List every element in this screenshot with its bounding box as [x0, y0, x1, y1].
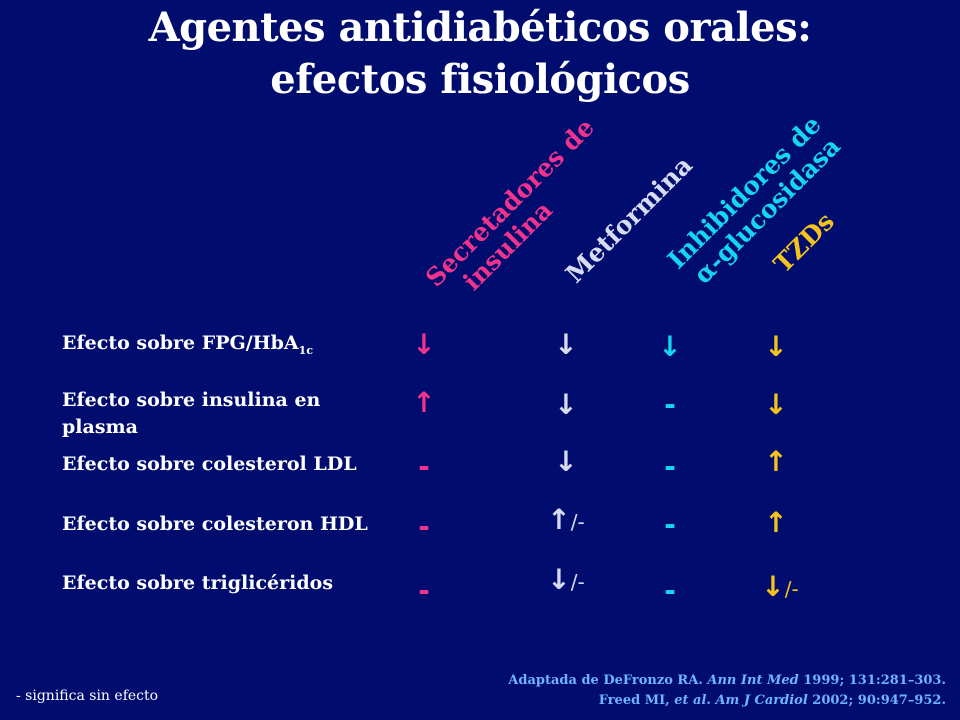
effect-symbol: -: [418, 574, 430, 607]
effect-symbol: ↓: [547, 563, 571, 596]
cell-ldl-inhibidores: -: [630, 452, 710, 482]
effect-symbol: ↓: [554, 445, 578, 478]
effect-symbol: -: [418, 450, 430, 483]
cell-trig-tzds: ↓/-: [740, 572, 820, 604]
effect-symbol: -: [418, 510, 430, 543]
effect-suffix: /-: [570, 510, 585, 534]
effect-symbol: ↓: [658, 330, 682, 363]
effect-symbol: ↑: [764, 445, 788, 478]
row-label-ldl: Efecto sobre colesterol LDL: [62, 453, 357, 475]
cell-trig-secretadores: -: [384, 576, 464, 606]
slide-title-line-2: efectos fisiológicos: [270, 56, 690, 103]
effect-symbol: ↑: [764, 506, 788, 539]
cell-trig-inhibidores: -: [630, 576, 710, 606]
cell-insulina-inhibidores: -: [630, 390, 710, 420]
cell-ldl-tzds: ↑: [736, 447, 816, 477]
effect-symbol: -: [664, 450, 676, 483]
effect-symbol: ↓: [554, 328, 578, 361]
row-label-hdl: Efecto sobre colesteron HDL: [62, 513, 368, 535]
cell-hdl-secretadores: -: [384, 512, 464, 542]
effect-symbol: ↓: [764, 330, 788, 363]
cell-insulina-metformina: ↓: [526, 390, 606, 420]
cell-fpg-metformina: ↓: [526, 330, 606, 360]
cell-insulina-tzds: ↓: [736, 390, 816, 420]
reference: Adaptada de DeFronzo RA. Ann Int Med 199…: [508, 671, 946, 711]
row-label-insulina: Efecto sobre insulina en plasma: [62, 389, 321, 438]
effect-symbol: -: [664, 574, 676, 607]
reference-line-2-c: 2002; 90:947–952.: [807, 693, 946, 708]
row-label-trigliceridos: Efecto sobre triglicéridos: [62, 572, 334, 594]
column-header-secretadores: Secretadores de insulina: [420, 113, 620, 313]
reference-line-1-a: Adaptada de DeFronzo RA.: [508, 673, 708, 688]
cell-hdl-tzds: ↑: [736, 508, 816, 538]
effect-symbol: ↓: [764, 388, 788, 421]
slide-title-line-1: Agentes antidiabéticos orales:: [148, 4, 812, 51]
slide-title: Agentes antidiabéticos orales: efectos f…: [0, 2, 960, 106]
effect-symbol: ↑: [547, 503, 571, 536]
cell-trig-metformina: ↓/-: [526, 565, 606, 597]
row-label-fpg: Efecto sobre FPG/HbA1c: [62, 330, 397, 364]
column-header-inhibidores: Inhibidores de α-glucosidasa: [662, 110, 847, 295]
reference-line-2-journal: et al. Am J Cardiol: [674, 693, 808, 708]
effect-suffix: /-: [784, 577, 799, 601]
cell-ldl-metformina: ↓: [526, 447, 606, 477]
reference-line-2: Freed MI, et al. Am J Cardiol 2002; 90:9…: [508, 691, 946, 711]
row-label-fpg-text: Efecto sobre FPG/HbA: [62, 332, 299, 354]
cell-fpg-secretadores: ↓: [384, 330, 464, 360]
effect-suffix: /-: [570, 570, 585, 594]
reference-line-2-a: Freed MI,: [598, 693, 675, 708]
effect-symbol: ↓: [412, 328, 436, 361]
cell-hdl-metformina: ↑/-: [526, 505, 606, 537]
cell-hdl-inhibidores: -: [630, 510, 710, 540]
effect-symbol: ↑: [412, 386, 436, 419]
reference-line-1-journal: Ann Int Med: [707, 673, 799, 688]
effect-symbol: ↓: [554, 388, 578, 421]
reference-line-1: Adaptada de DeFronzo RA. Ann Int Med 199…: [508, 671, 946, 691]
footnote: - significa sin efecto: [16, 688, 159, 704]
row-label-fpg-subscript: 1c: [298, 343, 314, 357]
cell-insulina-secretadores: ↑: [384, 388, 464, 418]
reference-line-1-c: 1999; 131:281–303.: [798, 673, 946, 688]
effect-symbol: -: [664, 388, 676, 421]
effect-symbol: -: [664, 508, 676, 541]
cell-fpg-tzds: ↓: [736, 332, 816, 362]
cell-fpg-inhibidores: ↓: [630, 332, 710, 362]
effect-symbol: ↓: [761, 570, 785, 603]
cell-ldl-secretadores: -: [384, 452, 464, 482]
